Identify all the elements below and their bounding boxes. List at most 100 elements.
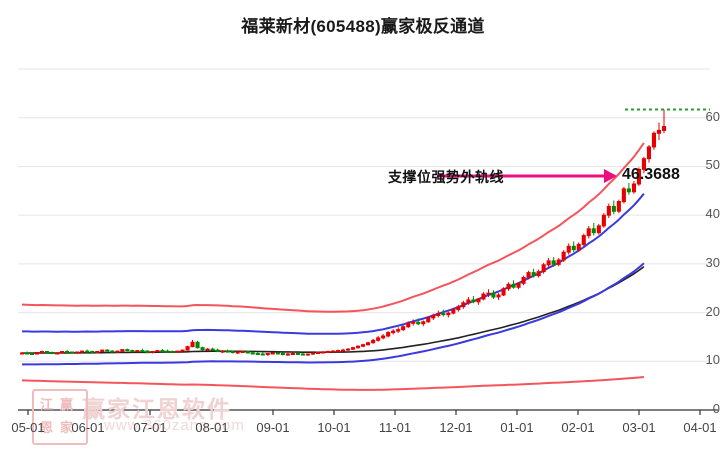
seal-glyph-2: 赢 bbox=[60, 397, 74, 412]
candle-body bbox=[115, 350, 120, 353]
candle-body bbox=[586, 228, 591, 237]
candle-body bbox=[436, 313, 441, 317]
candle-body bbox=[195, 341, 200, 349]
candle-body bbox=[621, 188, 626, 203]
candle-body bbox=[200, 347, 205, 351]
candle-body bbox=[566, 245, 571, 253]
candle-body bbox=[461, 302, 466, 308]
candle-body bbox=[601, 214, 606, 227]
candle-body bbox=[646, 146, 652, 160]
x-axis-label-03-01: 03-01 bbox=[622, 420, 656, 435]
candle-body bbox=[260, 353, 265, 356]
candle-body bbox=[521, 277, 526, 284]
candle-body bbox=[662, 126, 667, 131]
y-axis-label-0: 0 bbox=[712, 401, 720, 416]
candle-body bbox=[576, 243, 581, 251]
y-axis-label-40: 40 bbox=[705, 206, 720, 222]
candle-body bbox=[371, 339, 376, 344]
candle-body bbox=[481, 293, 486, 300]
candle-body bbox=[361, 344, 366, 347]
candle-body bbox=[150, 351, 155, 353]
candle-body bbox=[556, 259, 561, 265]
candle-body bbox=[30, 353, 35, 355]
candle-body bbox=[531, 272, 536, 277]
candle-body bbox=[335, 350, 340, 353]
candle-body bbox=[140, 350, 145, 353]
x-axis-label-11-01: 11-01 bbox=[378, 420, 412, 435]
candle-body bbox=[456, 306, 461, 311]
candle-body bbox=[35, 352, 40, 355]
candle-body bbox=[40, 351, 45, 353]
candle-body bbox=[65, 351, 70, 353]
candle-body bbox=[491, 292, 496, 298]
candle-body bbox=[376, 337, 381, 341]
candle-body bbox=[100, 349, 105, 353]
y-axis-label-60: 60 bbox=[705, 108, 720, 124]
page-title: 福莱新材(605488)赢家极反通道 bbox=[241, 17, 485, 36]
y-axis-label-30: 30 bbox=[705, 254, 720, 270]
candle-body bbox=[341, 349, 346, 352]
candle-body bbox=[411, 321, 416, 324]
candle-body bbox=[656, 129, 662, 134]
candle-body bbox=[190, 341, 195, 348]
candle-body bbox=[536, 271, 541, 277]
candle-body bbox=[616, 201, 621, 212]
seal-glyph-1: 江 bbox=[40, 397, 54, 412]
candle-body bbox=[60, 351, 65, 354]
seal-glyph-4: 家 bbox=[60, 420, 74, 435]
candle-body bbox=[346, 348, 351, 351]
candle-body bbox=[230, 351, 235, 353]
watermark-url: www.360zann.com bbox=[104, 417, 245, 434]
candle-body bbox=[541, 264, 546, 273]
candle-body bbox=[220, 350, 225, 353]
candle-body bbox=[325, 351, 330, 353]
candle-body bbox=[441, 313, 446, 316]
candle-body bbox=[80, 350, 85, 353]
candlestick-series bbox=[20, 109, 667, 356]
candle-body bbox=[330, 350, 335, 353]
candle-body bbox=[391, 330, 396, 334]
candle-body bbox=[571, 245, 576, 251]
candle-body bbox=[471, 299, 476, 303]
x-axis-label-02-01: 02-01 bbox=[561, 420, 595, 435]
y-axis-label-10: 10 bbox=[705, 352, 720, 368]
candle-body bbox=[105, 349, 110, 352]
candle-body bbox=[596, 225, 601, 234]
candle-body bbox=[651, 132, 657, 148]
watermark-seal: 江 赢 恩 家 bbox=[32, 389, 88, 445]
candle-body bbox=[416, 321, 421, 325]
candle-body bbox=[516, 282, 521, 288]
candle-body bbox=[170, 351, 175, 353]
candle-body bbox=[310, 352, 315, 355]
candle-body bbox=[421, 321, 426, 325]
candle-body bbox=[300, 353, 305, 356]
candle-body bbox=[351, 347, 356, 350]
candle-body bbox=[626, 188, 631, 193]
seal-glyph-3: 恩 bbox=[40, 420, 54, 435]
candle-body bbox=[526, 272, 531, 279]
candle-body bbox=[466, 299, 471, 304]
x-axis-label-01-01: 01-01 bbox=[500, 420, 534, 435]
candle-body bbox=[55, 352, 60, 355]
candle-body bbox=[290, 353, 295, 355]
candle-body bbox=[401, 326, 406, 331]
candle-body bbox=[366, 342, 371, 346]
candle-body bbox=[135, 350, 140, 353]
candle-body bbox=[641, 158, 647, 170]
candle-body bbox=[155, 350, 160, 353]
candle-body bbox=[160, 350, 165, 353]
candle-body bbox=[546, 260, 551, 266]
candle-body bbox=[110, 350, 115, 353]
candle-body bbox=[175, 350, 180, 353]
candle-body bbox=[315, 352, 320, 354]
band-middle bbox=[22, 266, 645, 354]
candle-body bbox=[225, 350, 230, 353]
candle-body bbox=[210, 348, 215, 351]
x-axis-label-07-01: 07-01 bbox=[133, 420, 167, 435]
candle-body bbox=[215, 349, 220, 353]
candle-body bbox=[240, 351, 245, 353]
candle-body bbox=[636, 168, 642, 185]
candle-body bbox=[506, 283, 511, 290]
x-axis-label-06-01: 06-01 bbox=[71, 420, 105, 435]
